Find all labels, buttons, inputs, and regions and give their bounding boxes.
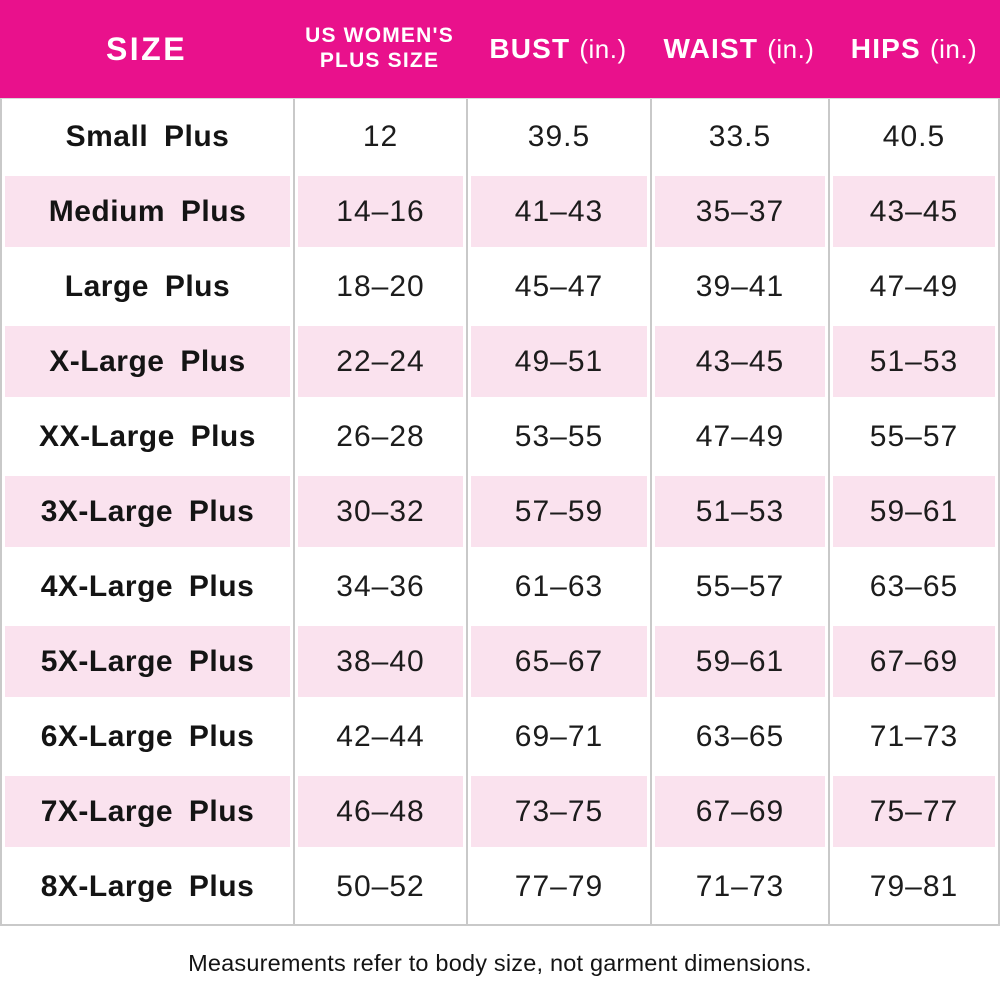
measurement-cell: 41–43 [466,174,650,249]
measurement-cell: 45–47 [466,249,650,324]
measurement-cell: 51–53 [650,474,828,549]
table-row: 3X-Large Plus 30–32 57–59 51–53 59–61 [2,474,998,549]
measurement-cell: 71–73 [650,849,828,924]
measurement-cell: 43–45 [650,324,828,399]
measurement-cell: 14–16 [293,174,466,249]
table-row: 8X-Large Plus 50–52 77–79 71–73 79–81 [2,849,998,924]
header-waist-unit: (in.) [767,33,815,64]
measurement-cell: 73–75 [466,774,650,849]
measurement-cell: 61–63 [466,549,650,624]
measurement-cell: 75–77 [828,774,998,849]
header-plus-size-line1: US WOMEN'S [305,24,454,48]
measurement-cell: 63–65 [828,549,998,624]
measurement-cell: 42–44 [293,699,466,774]
table-row: Large Plus 18–20 45–47 39–41 47–49 [2,249,998,324]
measurement-cell: 49–51 [466,324,650,399]
table-row: XX-Large Plus 26–28 53–55 47–49 55–57 [2,399,998,474]
header-cell-size: SIZE [0,0,293,98]
measurement-cell: 59–61 [828,474,998,549]
measurement-cell: 18–20 [293,249,466,324]
header-cell-plus-size: US WOMEN'S PLUS SIZE [293,0,466,98]
measurement-cell: 67–69 [650,774,828,849]
size-name-cell: 4X-Large Plus [2,549,293,624]
measurement-cell: 47–49 [650,399,828,474]
header-cell-bust: BUST (in.) [466,0,650,98]
header-hips-unit: (in.) [929,33,978,64]
size-name-cell: Medium Plus [2,174,293,249]
measurement-cell: 77–79 [466,849,650,924]
measurement-cell: 51–53 [828,324,998,399]
measurement-cell: 55–57 [650,549,828,624]
header-bust-unit: (in.) [579,33,627,64]
measurement-cell: 22–24 [293,324,466,399]
measurement-cell: 65–67 [466,624,650,699]
measurement-cell: 55–57 [828,399,998,474]
measurement-cell: 39–41 [650,249,828,324]
table-body: Small Plus 12 39.5 33.5 40.5 Medium Plus 14–16… [0,98,1000,926]
header-waist-label: WAIST [663,33,759,64]
table-row: 4X-Large Plus 34–36 61–63 55–57 63–65 [2,549,998,624]
measurement-cell: 63–65 [650,699,828,774]
table-row: 5X-Large Plus 38–40 65–67 59–61 67–69 [2,624,998,699]
table-row: 7X-Large Plus 46–48 73–75 67–69 75–77 [2,774,998,849]
size-name-cell: XX-Large Plus [2,399,293,474]
measurement-cell: 40.5 [828,99,998,174]
table-row: Small Plus 12 39.5 33.5 40.5 [2,99,998,174]
measurement-cell: 35–37 [650,174,828,249]
table-row: X-Large Plus 22–24 49–51 43–45 51–53 [2,324,998,399]
measurement-cell: 33.5 [650,99,828,174]
measurement-cell: 71–73 [828,699,998,774]
measurement-cell: 69–71 [466,699,650,774]
measurement-cell: 59–61 [650,624,828,699]
measurement-cell: 43–45 [828,174,998,249]
measurement-cell: 26–28 [293,399,466,474]
header-bust-label: BUST [489,33,571,64]
header-plus-size-label: US WOMEN'S PLUS SIZE [305,24,454,74]
header-size-label: SIZE [105,30,188,67]
measurement-cell: 38–40 [293,624,466,699]
measurement-cell: 46–48 [293,774,466,849]
size-name-cell: Large Plus [2,249,293,324]
header-hips-label: HIPS [850,33,921,64]
table-row: 6X-Large Plus 42–44 69–71 63–65 71–73 [2,699,998,774]
header-plus-size-line2: PLUS SIZE [319,49,440,72]
size-name-cell: 5X-Large Plus [2,624,293,699]
header-cell-hips: HIPS (in.) [828,0,1000,98]
measurement-cell: 67–69 [828,624,998,699]
measurement-cell: 47–49 [828,249,998,324]
measurement-cell: 57–59 [466,474,650,549]
table-header: SIZE US WOMEN'S PLUS SIZE BUST (in.) WAI… [0,0,1000,98]
measurement-cell: 79–81 [828,849,998,924]
size-name-cell: 6X-Large Plus [2,699,293,774]
measurement-cell: 53–55 [466,399,650,474]
size-name-cell: X-Large Plus [2,324,293,399]
size-name-cell: 8X-Large Plus [2,849,293,924]
size-name-cell: 7X-Large Plus [2,774,293,849]
measurement-cell: 12 [293,99,466,174]
footnote: Measurements refer to body size, not gar… [188,950,812,976]
measurement-cell: 34–36 [293,549,466,624]
measurement-cell: 39.5 [466,99,650,174]
measurement-cell: 50–52 [293,849,466,924]
size-name-cell: 3X-Large Plus [2,474,293,549]
table-row: Medium Plus 14–16 41–43 35–37 43–45 [2,174,998,249]
header-cell-waist: WAIST (in.) [650,0,828,98]
size-name-cell: Small Plus [2,99,293,174]
measurement-cell: 30–32 [293,474,466,549]
